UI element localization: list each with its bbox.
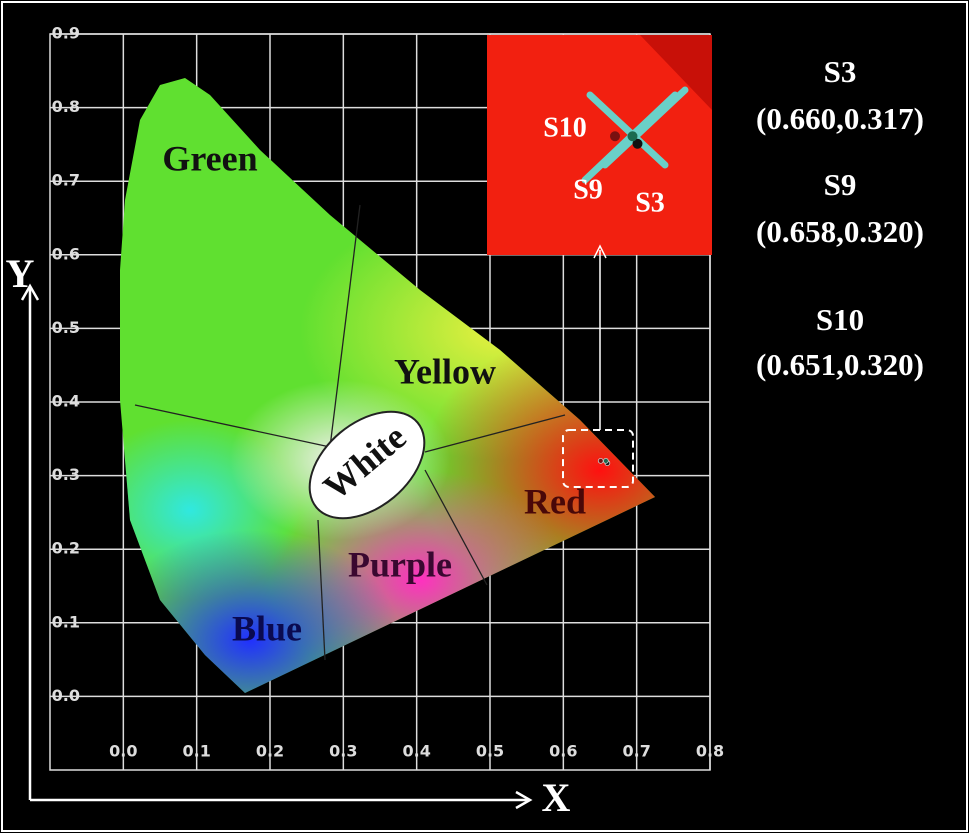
x-tick-label: 0.0 — [109, 742, 137, 761]
side-value-label: (0.651,0.320) — [756, 347, 924, 382]
zoom-arrowhead — [593, 244, 607, 259]
inset — [487, 35, 712, 255]
x-axis-label: X — [542, 775, 571, 820]
side-name-label: S10 — [816, 302, 864, 337]
region-label: Yellow — [394, 351, 496, 391]
y-axis-label: Y — [6, 251, 35, 296]
side-value-label: (0.658,0.320) — [756, 214, 924, 249]
y-tick-label: 0.7 — [52, 171, 80, 190]
inset-point — [627, 131, 638, 142]
region-label: Green — [162, 138, 257, 178]
x-tick-label: 0.8 — [696, 742, 724, 761]
region-borders — [134, 204, 566, 661]
inset-label: S3 — [635, 187, 665, 218]
point — [602, 457, 609, 464]
point — [597, 457, 604, 464]
y-tick-label: 0.3 — [52, 465, 80, 484]
y-tick-label: 0.9 — [52, 24, 80, 43]
x-tick-label: 0.6 — [549, 742, 577, 761]
inset-edge — [640, 35, 712, 110]
y-tick-label: 0.0 — [52, 686, 80, 705]
y-tick-label: 0.2 — [52, 539, 80, 558]
y-tick-label: 0.8 — [52, 97, 80, 116]
x-tick-label: 0.5 — [476, 742, 504, 761]
inset-label: S10 — [543, 112, 587, 143]
side-name-label: S3 — [824, 54, 857, 89]
side-value-label: (0.660,0.317) — [756, 101, 924, 136]
x-tick-label: 0.3 — [329, 742, 357, 761]
x-tick-label: 0.7 — [622, 742, 650, 761]
region-label: Blue — [232, 608, 302, 648]
y-tick-label: 0.6 — [52, 244, 80, 263]
y-tick-label: 0.4 — [52, 392, 80, 411]
zoom-box — [562, 429, 634, 488]
region-label: Red — [524, 481, 586, 521]
y-tick-label: 0.5 — [52, 318, 80, 337]
x-tick-label: 0.2 — [256, 742, 284, 761]
region-label: Purple — [348, 544, 452, 584]
x-tick-label: 0.4 — [402, 742, 430, 761]
x-tick-label: 0.1 — [182, 742, 210, 761]
side-name-label: S9 — [824, 167, 857, 202]
inset-label: S9 — [573, 174, 603, 205]
white-ellipse — [308, 410, 426, 520]
inset-point — [632, 138, 643, 149]
axes-arrows — [20, 283, 533, 810]
y-tick-label: 0.1 — [52, 612, 80, 631]
inset-point — [610, 131, 620, 142]
